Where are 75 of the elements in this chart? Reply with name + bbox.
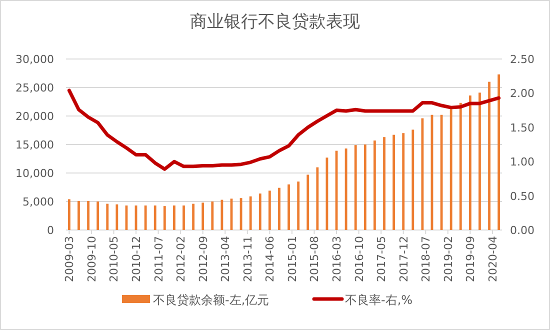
x-tick-label: 2011-07: [152, 236, 166, 282]
x-tick-label: 2019-09: [464, 236, 478, 282]
line-series: [67, 88, 501, 171]
bar: [192, 204, 194, 230]
bar: [450, 109, 452, 230]
y2-tick-label: 0.50: [510, 190, 534, 203]
legend-label: 不良率-右,%: [345, 293, 413, 307]
bar: [498, 74, 500, 230]
x-tick-label: 2012-09: [196, 236, 210, 282]
x-tick-label: 2016-10: [352, 236, 366, 282]
legend-label: 不良贷款余额-左,亿元: [153, 293, 270, 307]
bar: [220, 200, 224, 230]
x-tick-label: 2010-12: [130, 236, 144, 282]
bar: [364, 144, 366, 230]
bar: [383, 137, 386, 230]
bar: [297, 182, 300, 230]
x-tick-label: 2009-10: [85, 236, 98, 282]
y-tick-label: 25,000: [16, 82, 54, 94]
x-tick-label: 2017-12: [397, 236, 410, 282]
bar: [249, 196, 252, 230]
y-tick-label: 15,000: [16, 138, 54, 152]
y2-tick-label: 1.00: [510, 156, 534, 169]
bar: [488, 82, 490, 230]
y2-tick-label: 2.00: [510, 87, 534, 100]
bar: [478, 92, 481, 230]
y-tick-label: 0: [47, 224, 54, 237]
bar: [173, 205, 176, 230]
bar: [96, 202, 100, 230]
bar: [288, 184, 290, 230]
bar: [202, 202, 204, 230]
x-tick-label: 2015-01: [286, 236, 299, 282]
bar: [468, 95, 472, 230]
x-tick-label: 2017-05: [375, 236, 388, 282]
bar: [392, 134, 395, 230]
y-tick-label: 10,000: [16, 167, 54, 180]
x-tick-label: 2014-06: [264, 236, 277, 282]
chart-title: 商业银行不良贷款表现: [190, 12, 360, 32]
bar: [144, 205, 147, 230]
bar: [268, 190, 271, 230]
bar: [316, 167, 319, 230]
bar: [154, 205, 156, 230]
y-tick-label: 5,000: [22, 196, 54, 208]
bar: [402, 133, 405, 230]
bar: [78, 200, 80, 230]
x-tick-label: 2009-03: [63, 236, 76, 282]
y2-tick-label: 0.00: [510, 224, 534, 237]
bar: [459, 102, 462, 230]
bar: [306, 174, 310, 230]
x-tick-label: 2010-05: [108, 236, 121, 282]
bar: [87, 200, 90, 230]
bar: [412, 130, 414, 230]
x-tick-label: 2020-04: [486, 236, 500, 282]
bar: [278, 188, 280, 230]
bar: [344, 148, 348, 230]
bar: [182, 205, 185, 230]
x-tick-label: 2015-08: [308, 236, 322, 282]
bar: [374, 140, 376, 230]
bar: [68, 199, 70, 230]
bar: [421, 118, 424, 230]
bar: [163, 206, 166, 230]
y2-tick-label: 2.50: [510, 53, 534, 66]
bar: [106, 204, 109, 230]
x-tick-label: 2019-02: [442, 236, 455, 282]
x-tick-label: 2018-07: [420, 236, 433, 282]
bar: [211, 202, 214, 230]
y-tick-label: 30,000: [16, 53, 54, 66]
x-tick-label: 2016-03: [330, 236, 344, 282]
x-tick-label: 2012-02: [174, 236, 188, 282]
x-tick-label: 2013-04: [219, 236, 232, 282]
bar: [258, 194, 262, 230]
y-tick-label: 20,000: [16, 110, 54, 123]
bar: [116, 204, 118, 230]
bar: [354, 145, 357, 230]
x-tick-label: 2013-11: [241, 236, 254, 282]
y2-tick-label: 1.50: [510, 121, 534, 134]
